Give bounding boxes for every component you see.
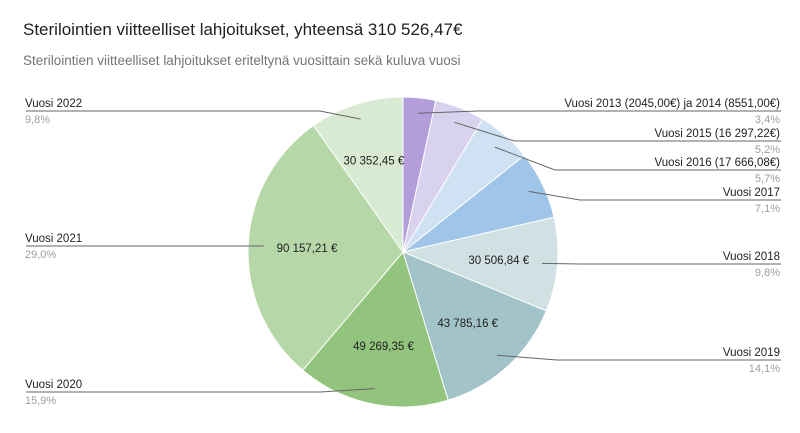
pie-slice[interactable] xyxy=(302,250,449,408)
slice-percent-label: 15,9% xyxy=(25,395,56,407)
labels-layer: Vuosi 2013 (2045,00€) ja 2014 (8551,00€)… xyxy=(25,98,780,407)
leader-line xyxy=(26,110,361,120)
pie-slice[interactable] xyxy=(402,251,548,401)
leader-lines-layer xyxy=(26,110,781,393)
leader-line xyxy=(528,190,781,201)
slice-percent-label: 29,0% xyxy=(25,249,56,261)
slice-percent-label: 5,7% xyxy=(755,173,780,185)
leader-line xyxy=(417,110,781,114)
slice-name-label: Vuosi 2020 xyxy=(25,379,82,391)
slice-name-label: Vuosi 2019 xyxy=(723,347,780,359)
leader-line xyxy=(541,262,781,265)
slice-value-label: 90 157,21 € xyxy=(277,243,338,255)
pie-slice[interactable] xyxy=(401,216,559,312)
slice-value-label: 30 352,45 € xyxy=(344,155,405,167)
slice-name-label: Vuosi 2018 xyxy=(723,251,780,263)
slice-percent-label: 7,1% xyxy=(755,203,780,215)
leader-line xyxy=(496,354,781,361)
leader-line xyxy=(494,146,781,171)
slice-name-label: Vuosi 2013 (2045,00€) ja 2014 (8551,00€) xyxy=(564,98,780,110)
slice-percent-label: 5,2% xyxy=(755,144,780,156)
slices-layer xyxy=(247,96,559,408)
leader-line xyxy=(454,121,781,142)
slice-name-label: Vuosi 2016 (17 666,08€) xyxy=(654,157,780,169)
slice-name-label: Vuosi 2017 xyxy=(723,187,780,199)
pie-slice[interactable] xyxy=(247,124,404,371)
chart-title: Sterilointien viitteelliset lahjoitukset… xyxy=(23,20,463,39)
slice-percent-label: 9,8% xyxy=(755,267,780,279)
slice-name-label: Vuosi 2021 xyxy=(25,233,82,245)
slice-percent-label: 3,4% xyxy=(755,114,780,126)
slice-value-label: 30 506,84 € xyxy=(468,255,529,267)
slice-value-label: 49 269,35 € xyxy=(353,341,414,353)
slice-percent-label: 9,8% xyxy=(25,114,50,126)
slice-value-label: 43 785,16 € xyxy=(437,318,498,330)
leader-line xyxy=(26,388,375,393)
pie-slice[interactable] xyxy=(312,96,404,254)
chart-subtitle: Sterilointien viitteelliset lahjoitukset… xyxy=(23,53,461,68)
slice-name-label: Vuosi 2015 (16 297,22€) xyxy=(654,128,780,140)
slice-name-label: Vuosi 2022 xyxy=(25,98,82,110)
slice-percent-label: 14,1% xyxy=(749,363,780,375)
